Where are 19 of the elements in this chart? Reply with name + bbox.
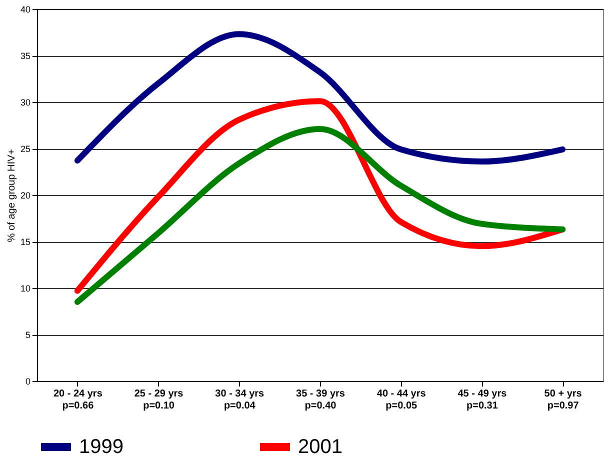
x-tick-label: 25 - 29 yrs p=0.10 [134, 388, 184, 412]
y-tick-label: 20 [20, 190, 30, 200]
y-tick-label: 35 [20, 51, 30, 61]
x-tick-label: 45 - 49 yrs p=0.31 [458, 388, 508, 412]
y-tick-label: 10 [20, 284, 30, 294]
x-tick-label: 30 - 34 yrs p=0.04 [215, 388, 265, 412]
y-axis-title: % of age group HIV+ [6, 148, 18, 242]
y-tick-label: 30 [20, 98, 30, 108]
x-tick-label: 50 + yrs p=0.97 [544, 388, 582, 412]
y-tick-label: 15 [20, 237, 30, 247]
y-tick-label: 5 [25, 330, 30, 340]
y-tick-label: 0 [25, 376, 30, 386]
legend-label: 1999 [79, 436, 124, 458]
x-tick-label: 35 - 39 yrs p=0.40 [296, 388, 346, 412]
x-tick-label: 40 - 44 yrs p=0.05 [376, 388, 426, 412]
x-tick-label: 20 - 24 yrs p=0.66 [53, 388, 103, 412]
y-tick-label: 40 [20, 4, 30, 14]
y-tick-label: 25 [20, 144, 30, 154]
legend-label: 2001 [298, 436, 342, 458]
